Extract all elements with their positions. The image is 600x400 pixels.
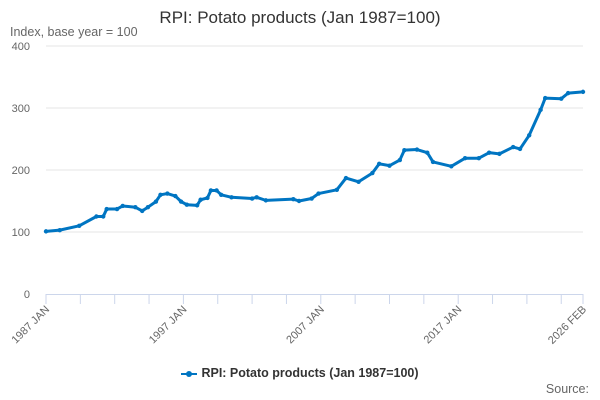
data-point: [486, 150, 492, 155]
data-point: [430, 159, 436, 165]
data-point: [249, 196, 255, 201]
data-point: [526, 133, 532, 138]
legend-label: RPI: Potato products (Jan 1987=100): [201, 366, 419, 380]
data-point: [565, 90, 571, 96]
data-point: [165, 191, 170, 196]
data-point: [309, 196, 314, 201]
series-potato-products: [43, 89, 586, 234]
data-point: [104, 206, 109, 212]
chart-title: RPI: Potato products (Jan 1987=100): [159, 8, 441, 27]
data-point: [296, 198, 302, 204]
x-axis: 1987 JAN 1997 JAN 2007 JAN 2017 JAN 2026 FEB: [9, 294, 589, 347]
data-point: [462, 156, 468, 161]
data-point: [198, 197, 203, 202]
x-tick-label: 2007 JAN: [284, 304, 327, 347]
data-point: [543, 95, 548, 101]
source-label: Source:: [545, 382, 589, 396]
data-point: [343, 175, 349, 181]
data-point: [449, 164, 454, 169]
data-point: [229, 195, 234, 200]
data-point: [214, 188, 219, 193]
gridlines: [46, 45, 583, 233]
data-point: [397, 157, 403, 163]
data-point: [184, 202, 190, 207]
data-point: [291, 196, 296, 202]
data-point: [414, 147, 420, 152]
data-point: [114, 206, 120, 212]
data-point: [133, 205, 138, 210]
x-tick-label: 2017 JAN: [422, 304, 465, 347]
data-point: [476, 156, 482, 161]
data-point: [334, 187, 340, 193]
legend[interactable]: RPI: Potato products (Jan 1987=100): [0, 366, 600, 380]
x-tick-label: 1997 JAN: [147, 304, 190, 347]
data-point: [205, 195, 210, 201]
data-point: [120, 203, 125, 209]
data-point: [101, 214, 106, 219]
data-point: [153, 199, 159, 204]
data-point: [387, 163, 392, 168]
data-point: [356, 179, 361, 184]
data-point: [497, 151, 502, 157]
data-point: [43, 229, 49, 234]
series-line: [45, 90, 584, 233]
data-point: [57, 227, 62, 233]
y-axis-ticks: 0 100 200 300 400: [12, 41, 30, 301]
data-point: [254, 195, 259, 200]
data-point: [194, 203, 200, 208]
data-point: [376, 161, 382, 166]
data-point: [145, 205, 151, 210]
data-point: [139, 208, 145, 214]
y-tick-label: 200: [12, 165, 30, 177]
y-tick-label: 100: [12, 227, 30, 239]
y-tick-label: 400: [12, 41, 30, 53]
x-tick-label: 2026 FEB: [546, 304, 589, 347]
data-point: [94, 214, 99, 219]
data-point: [158, 192, 163, 197]
data-point: [559, 96, 564, 101]
data-point: [173, 193, 178, 199]
y-tick-label: 0: [24, 289, 30, 301]
data-point: [510, 144, 516, 150]
data-point: [218, 192, 224, 197]
data-point: [370, 170, 375, 176]
data-point: [316, 191, 321, 196]
data-point: [263, 198, 269, 203]
data-point: [402, 147, 407, 153]
y-axis-label: Index, base year = 100: [10, 25, 138, 39]
x-tick-label: 1987 JAN: [9, 304, 52, 347]
data-point: [178, 199, 184, 204]
data-point: [517, 146, 523, 152]
data-point: [208, 188, 214, 193]
data-point: [77, 223, 82, 228]
data-point: [425, 150, 430, 155]
legend-swatch: [181, 369, 198, 379]
data-point: [538, 107, 543, 113]
data-point: [580, 89, 586, 95]
y-tick-label: 300: [12, 103, 30, 115]
